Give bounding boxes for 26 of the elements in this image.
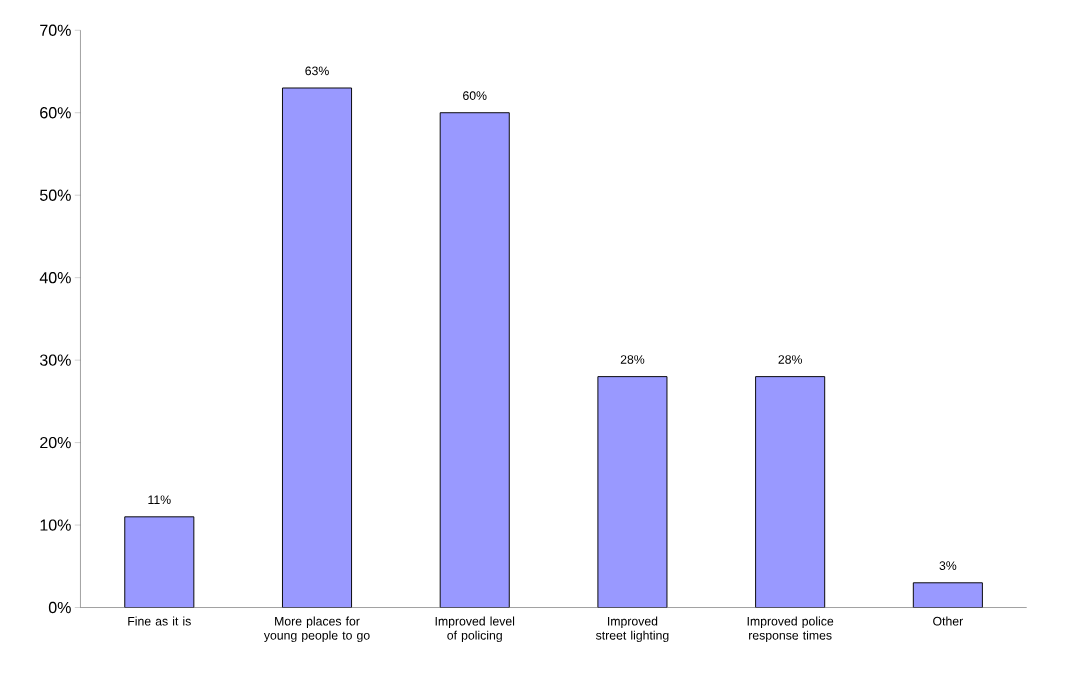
bar (439, 112, 510, 608)
bar (124, 516, 195, 608)
y-tick-label: 20% (40, 436, 71, 449)
data-label: 60% (463, 91, 487, 100)
data-label: 3% (939, 561, 957, 570)
y-tick-label: 10% (40, 519, 71, 531)
y-tick-label: 30% (39, 354, 71, 366)
bar (597, 376, 668, 608)
y-tick-label: 0% (48, 601, 71, 614)
data-label: 28% (620, 355, 645, 364)
bar (281, 87, 353, 608)
x-tick-label: Fine as it is (128, 616, 191, 626)
x-tick-label: Improved level of policing (435, 616, 515, 642)
data-label: 11% (148, 495, 171, 504)
x-tick-label: More places for young people to go (263, 616, 370, 642)
data-label: 28% (778, 355, 802, 364)
bar (912, 582, 983, 608)
bar (755, 376, 826, 608)
x-tick-label: Improved police response times (747, 616, 834, 642)
y-tick-label: 70% (40, 24, 71, 36)
y-tick-label: 50% (39, 189, 71, 201)
data-label: 63% (305, 66, 329, 76)
x-tick-label: Improved street lighting (595, 616, 669, 642)
y-tick-label: 40% (39, 271, 71, 284)
x-tick-label: Other (933, 616, 963, 626)
y-tick-label: 60% (40, 106, 71, 119)
